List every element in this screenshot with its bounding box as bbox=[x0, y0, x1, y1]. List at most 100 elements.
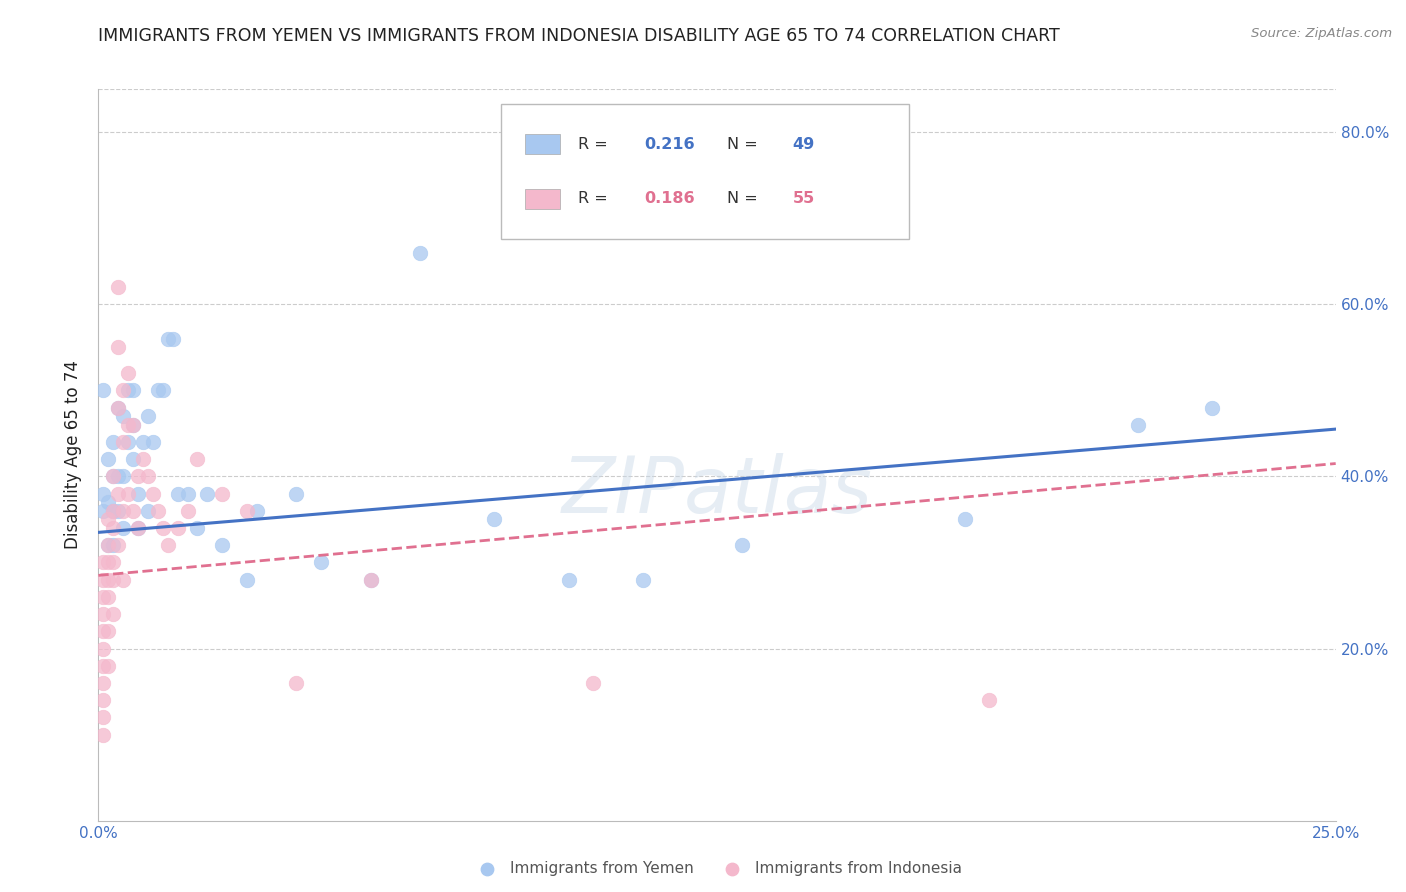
Point bbox=[103, 607, 125, 621]
Point bbox=[107, 401, 129, 415]
Point bbox=[136, 409, 159, 424]
Point bbox=[103, 469, 125, 483]
Point bbox=[162, 332, 184, 346]
Text: IMMIGRANTS FROM YEMEN VS IMMIGRANTS FROM INDONESIA DISABILITY AGE 65 TO 74 CORRE: IMMIGRANTS FROM YEMEN VS IMMIGRANTS FROM… bbox=[98, 27, 1060, 45]
Point bbox=[360, 573, 382, 587]
Point bbox=[103, 504, 125, 518]
Point bbox=[103, 573, 125, 587]
Point bbox=[166, 521, 188, 535]
Text: ZIPatlas: ZIPatlas bbox=[561, 453, 873, 530]
Text: N =: N = bbox=[727, 136, 763, 152]
Point bbox=[112, 384, 135, 398]
Point bbox=[142, 486, 165, 500]
Point bbox=[176, 504, 198, 518]
Point bbox=[117, 486, 139, 500]
Point bbox=[107, 469, 129, 483]
Point bbox=[132, 452, 155, 467]
Text: 0.216: 0.216 bbox=[644, 136, 695, 152]
Text: N =: N = bbox=[727, 192, 763, 206]
Point bbox=[186, 452, 208, 467]
Point bbox=[107, 538, 129, 552]
Point bbox=[117, 366, 139, 380]
Point bbox=[93, 556, 115, 570]
Point bbox=[557, 573, 579, 587]
Point bbox=[117, 435, 139, 450]
Point bbox=[103, 504, 125, 518]
Point bbox=[97, 495, 120, 509]
Y-axis label: Disability Age 65 to 74: Disability Age 65 to 74 bbox=[65, 360, 83, 549]
Point bbox=[122, 417, 145, 432]
Point bbox=[93, 693, 115, 707]
Point bbox=[582, 676, 605, 690]
Point bbox=[112, 469, 135, 483]
Point bbox=[176, 486, 198, 500]
Point bbox=[97, 590, 120, 604]
Point bbox=[152, 384, 174, 398]
Point bbox=[122, 504, 145, 518]
Point bbox=[103, 469, 125, 483]
Point bbox=[112, 573, 135, 587]
Point bbox=[112, 409, 135, 424]
Point bbox=[156, 538, 179, 552]
Point bbox=[93, 504, 115, 518]
Point bbox=[93, 384, 115, 398]
Text: R =: R = bbox=[578, 192, 613, 206]
Point bbox=[107, 486, 129, 500]
Point bbox=[97, 538, 120, 552]
Point bbox=[127, 521, 149, 535]
Point bbox=[236, 504, 259, 518]
Point bbox=[1126, 417, 1149, 432]
Point bbox=[246, 504, 269, 518]
Point bbox=[93, 590, 115, 604]
Point bbox=[236, 573, 259, 587]
Text: 49: 49 bbox=[793, 136, 815, 152]
Point bbox=[186, 521, 208, 535]
Point bbox=[103, 556, 125, 570]
Point bbox=[979, 693, 1001, 707]
Point bbox=[285, 676, 308, 690]
Point bbox=[112, 435, 135, 450]
FancyBboxPatch shape bbox=[526, 189, 560, 209]
Point bbox=[112, 521, 135, 535]
Legend: Immigrants from Yemen, Immigrants from Indonesia: Immigrants from Yemen, Immigrants from I… bbox=[465, 855, 969, 882]
Point bbox=[132, 435, 155, 450]
Point bbox=[112, 504, 135, 518]
Point bbox=[93, 486, 115, 500]
Point bbox=[136, 504, 159, 518]
Point bbox=[103, 435, 125, 450]
Point bbox=[93, 641, 115, 656]
Point bbox=[93, 624, 115, 639]
Point bbox=[97, 512, 120, 526]
Point bbox=[953, 512, 976, 526]
Point bbox=[122, 417, 145, 432]
Point bbox=[93, 607, 115, 621]
Point bbox=[93, 658, 115, 673]
Point bbox=[285, 486, 308, 500]
Text: R =: R = bbox=[578, 136, 613, 152]
Point bbox=[107, 401, 129, 415]
FancyBboxPatch shape bbox=[526, 134, 560, 154]
Point bbox=[156, 332, 179, 346]
Point bbox=[122, 384, 145, 398]
Point bbox=[631, 573, 654, 587]
Text: 0.186: 0.186 bbox=[644, 192, 695, 206]
Point bbox=[107, 280, 129, 294]
Point bbox=[309, 556, 332, 570]
Point bbox=[142, 435, 165, 450]
FancyBboxPatch shape bbox=[501, 103, 908, 239]
Point bbox=[93, 573, 115, 587]
Point bbox=[122, 452, 145, 467]
Text: Source: ZipAtlas.com: Source: ZipAtlas.com bbox=[1251, 27, 1392, 40]
Point bbox=[146, 504, 169, 518]
Point bbox=[731, 538, 754, 552]
Point bbox=[211, 486, 233, 500]
Point bbox=[97, 658, 120, 673]
Point bbox=[107, 340, 129, 354]
Text: 55: 55 bbox=[793, 192, 815, 206]
Point bbox=[484, 512, 506, 526]
Point bbox=[97, 624, 120, 639]
Point bbox=[103, 538, 125, 552]
Point bbox=[136, 469, 159, 483]
Point bbox=[409, 245, 432, 260]
Point bbox=[166, 486, 188, 500]
